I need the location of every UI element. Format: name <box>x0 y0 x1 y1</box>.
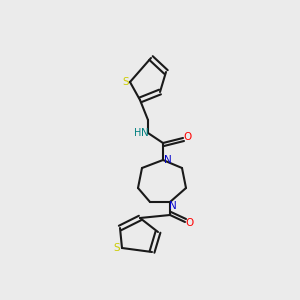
Text: H: H <box>134 128 142 138</box>
Text: S: S <box>114 243 120 253</box>
Text: N: N <box>164 155 172 165</box>
Text: O: O <box>184 132 192 142</box>
Text: N: N <box>141 128 149 138</box>
Text: O: O <box>186 218 194 228</box>
Text: N: N <box>169 201 177 211</box>
Text: S: S <box>123 77 129 87</box>
